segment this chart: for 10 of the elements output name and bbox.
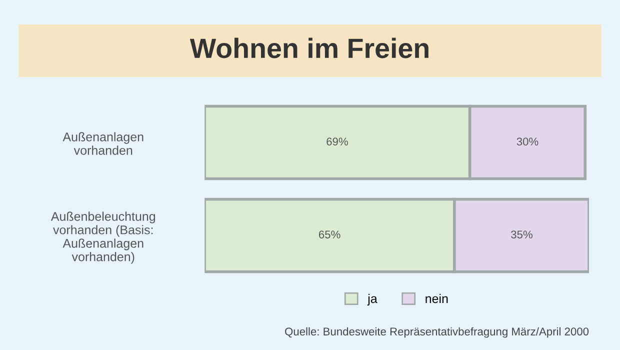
chart-title: Wohnen im Freien xyxy=(190,38,428,58)
legend-label: ja xyxy=(367,294,378,306)
data-label: 65% xyxy=(318,230,340,238)
source-note: Quelle: Bundesweite Repräsentativbefragung März/April 2000 xyxy=(285,327,589,338)
data-label: 69% xyxy=(326,138,348,146)
data-label: 35% xyxy=(511,230,532,238)
legend-label: nein xyxy=(426,294,448,304)
y-tick-label: Außenanlagen vorhanden xyxy=(62,132,144,155)
data-label: 30% xyxy=(516,138,538,146)
y-tick-label: Außenbeleuchtung vorhanden (Basis: Außenanlagen vorhanden) xyxy=(50,212,156,264)
